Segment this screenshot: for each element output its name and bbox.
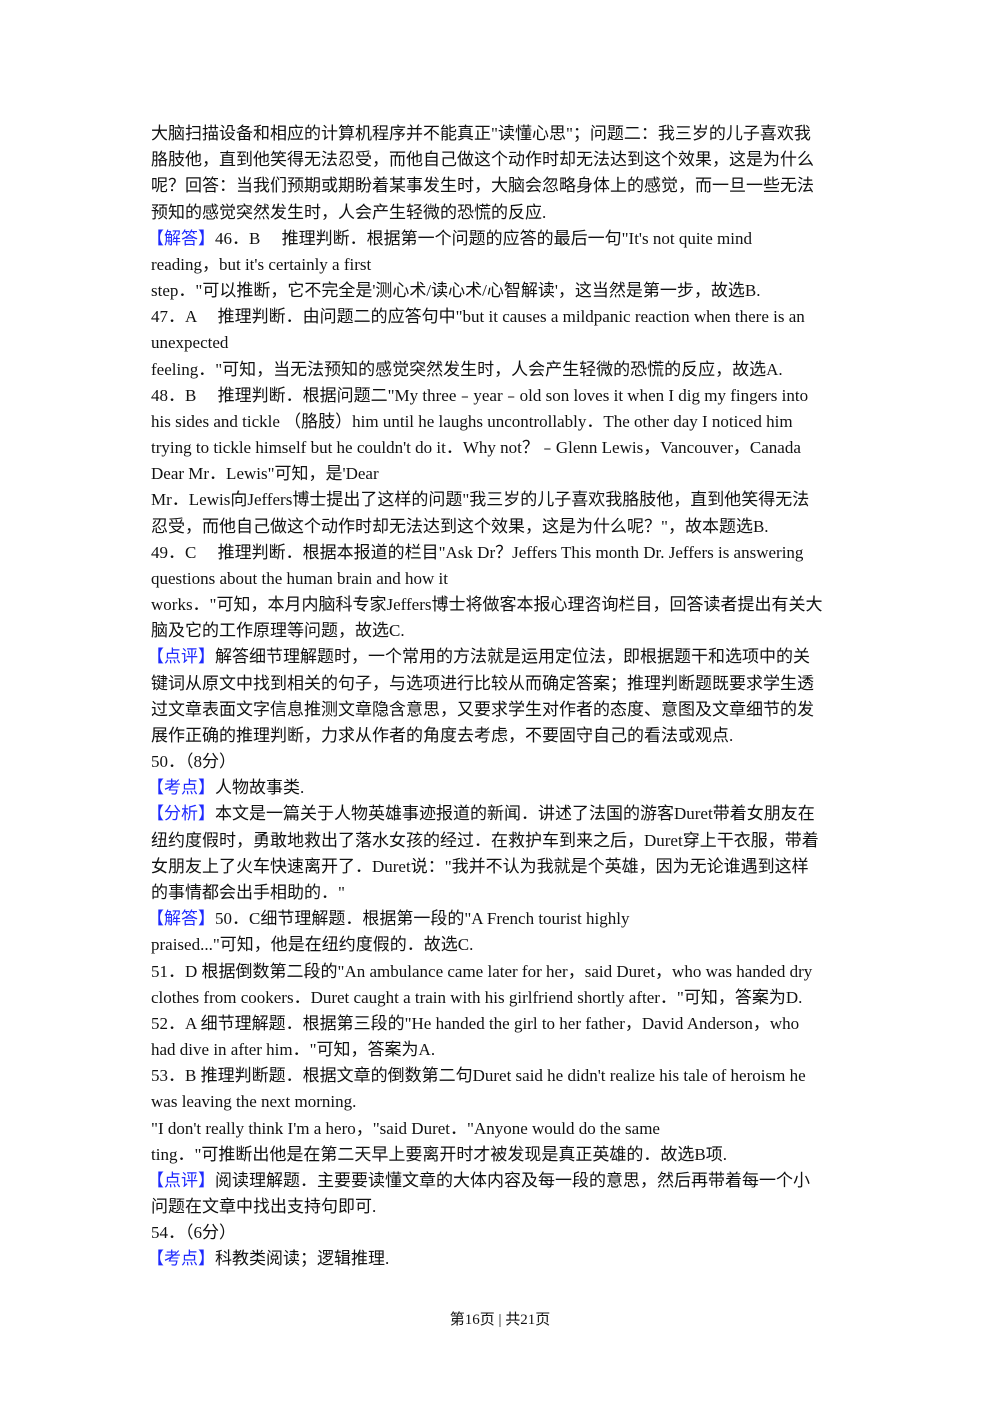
text-line: ting．"可推断出他是在第二天早上要离开时才被发现是真正英雄的．故选B项. xyxy=(151,1142,851,1168)
line-text: 解答细节理解题时，一个常用的方法就是运用定位法，即根据题干和选项中的关 xyxy=(215,647,810,667)
line-text: feeling．"可知，当无法预知的感觉突然发生时，人会产生轻微的恐慌的反应，故… xyxy=(151,359,783,379)
line-text: 阅读理解题．主要要读懂文章的大体内容及每一段的意思，然后再带着每一个小 xyxy=(215,1170,810,1190)
line-text: 人物故事类. xyxy=(215,778,305,798)
text-line: 脑及它的工作原理等问题，故选C. xyxy=(151,618,851,644)
text-line: 的事情都会出手相助的．" xyxy=(151,880,851,906)
line-text: Mr．Lewis向Jeffers博士提出了这样的问题"我三岁的儿子喜欢我胳肢他，… xyxy=(151,490,810,510)
line-text: 纽约度假时，勇敢地救出了落水女孩的经过．在救护车到来之后，Duret穿上干衣服，… xyxy=(151,830,819,850)
line-text: 50．C细节理解题．根据第一段的"A French tourist highly xyxy=(215,909,630,929)
line-text: Dear Mr．Lewis"可知，是'Dear xyxy=(151,464,379,484)
line-text: 52．A 细节理解题．根据第三段的"He handed the girl to … xyxy=(151,1013,800,1033)
line-text: had dive in after him．"可知，答案为A. xyxy=(151,1040,436,1060)
line-text: 46．B 推理判断．根据第一个问题的应答的最后一句"It's not quite… xyxy=(215,228,753,248)
line-text: 预知的感觉突然发生时，人会产生轻微的恐慌的反应. xyxy=(151,202,547,222)
line-text: 展作正确的推理判断，力求从作者的角度去考虑，不要固守自己的看法或观点. xyxy=(151,725,734,745)
line-text: 本文是一篇关于人物英雄事迹报道的新闻．讲述了法国的游客Duret带着女朋友在 xyxy=(215,804,815,824)
text-line: 胳肢他，直到他笑得无法忍受，而他自己做这个动作时却无法达到这个效果，这是为什么 xyxy=(151,147,851,173)
line-text: 脑及它的工作原理等问题，故选C. xyxy=(151,621,405,641)
line-text: 呢？回答：当我们预期或期盼着某事发生时，大脑会忽略身体上的感觉，而一旦一些无法 xyxy=(151,176,814,196)
line-text: 47．A 推理判断．由问题二的应答句中"but it causes a mild… xyxy=(151,307,805,327)
line-text: trying to tickle himself but he couldn't… xyxy=(151,438,801,458)
line-text: 大脑扫描设备和相应的计算机程序并不能真正"读懂心思"；问题二：我三岁的儿子喜欢我 xyxy=(151,124,811,143)
line-text: questions about the human brain and how … xyxy=(151,568,448,588)
section-tag: 【点评】 xyxy=(147,647,215,667)
text-line: 47．A 推理判断．由问题二的应答句中"but it causes a mild… xyxy=(151,304,851,330)
text-line: 53．B 推理判断题．根据文章的倒数第二句Duret said he didn'… xyxy=(151,1063,851,1089)
section-tag: 【点评】 xyxy=(147,1170,215,1190)
line-text: 科教类阅读；逻辑推理. xyxy=(215,1249,390,1269)
line-text: ting．"可推断出他是在第二天早上要离开时才被发现是真正英雄的．故选B项. xyxy=(151,1144,727,1164)
line-text: 51．D 根据倒数第二段的"An ambulance came later fo… xyxy=(151,961,813,981)
line-text: 54．（6分） xyxy=(151,1223,236,1243)
text-line: 呢？回答：当我们预期或期盼着某事发生时，大脑会忽略身体上的感觉，而一旦一些无法 xyxy=(151,173,851,199)
text-line: feeling．"可知，当无法预知的感觉突然发生时，人会产生轻微的恐慌的反应，故… xyxy=(151,357,851,383)
text-line: 【解答】46．B 推理判断．根据第一个问题的应答的最后一句"It's not q… xyxy=(147,226,851,252)
text-line: "I don't really think I'm a hero，"said D… xyxy=(151,1116,851,1142)
line-text: 胳肢他，直到他笑得无法忍受，而他自己做这个动作时却无法达到这个效果，这是为什么 xyxy=(151,150,814,170)
line-text: clothes from cookers．Duret caught a trai… xyxy=(151,987,803,1007)
text-line: 【点评】解答细节理解题时，一个常用的方法就是运用定位法，即根据题干和选项中的关 xyxy=(147,644,851,670)
text-line: 【解答】50．C细节理解题．根据第一段的"A French tourist hi… xyxy=(147,906,851,932)
text-line: Dear Mr．Lewis"可知，是'Dear xyxy=(151,461,851,487)
text-line: had dive in after him．"可知，答案为A. xyxy=(151,1037,851,1063)
text-line: 48．B 推理判断．根据问题二"My three﹣year﹣old son lo… xyxy=(151,383,851,409)
line-text: 48．B 推理判断．根据问题二"My three﹣year﹣old son lo… xyxy=(151,385,809,405)
line-text: unexpected xyxy=(151,333,229,353)
line-text: 53．B 推理判断题．根据文章的倒数第二句Duret said he didn'… xyxy=(151,1066,806,1086)
text-line: 49．C 推理判断．根据本报道的栏目"Ask Dr？Jeffers This m… xyxy=(151,540,851,566)
line-text: 的事情都会出手相助的．" xyxy=(151,882,345,902)
page-footer: 第16页 | 共21页 xyxy=(449,1312,551,1328)
text-line: 【考点】人物故事类. xyxy=(147,775,851,801)
line-text: was leaving the next morning. xyxy=(151,1092,357,1112)
text-line: 51．D 根据倒数第二段的"An ambulance came later fo… xyxy=(151,959,851,985)
text-line: reading，but it's certainly a first xyxy=(151,252,851,278)
line-text: 问题在文章中找出支持句即可. xyxy=(151,1197,377,1217)
text-line: 52．A 细节理解题．根据第三段的"He handed the girl to … xyxy=(151,1011,851,1037)
line-text: 49．C 推理判断．根据本报道的栏目"Ask Dr？Jeffers This m… xyxy=(151,542,804,562)
section-tag: 【解答】 xyxy=(147,228,215,248)
line-text: works．"可知，本月内脑科专家Jeffers博士将做客本报心理咨询栏目，回答… xyxy=(151,595,823,615)
text-line: was leaving the next morning. xyxy=(151,1089,851,1115)
line-text: "I don't really think I'm a hero，"said D… xyxy=(151,1118,660,1138)
text-line: step．"可以推断，它不完全是'测心术/读心术/心智解读'，这当然是第一步，故… xyxy=(151,278,851,304)
text-line: 【分析】本文是一篇关于人物英雄事迹报道的新闻．讲述了法国的游客Duret带着女朋… xyxy=(147,801,851,827)
text-line: his sides and tickle （胳肢）him until he la… xyxy=(151,409,851,435)
text-line: 展作正确的推理判断，力求从作者的角度去考虑，不要固守自己的看法或观点. xyxy=(151,723,851,749)
section-tag: 【解答】 xyxy=(147,909,215,929)
line-text: 女朋友上了火车快速离开了．Duret说："我并不认为我就是个英雄，因为无论谁遇到… xyxy=(151,856,809,876)
text-line: trying to tickle himself but he couldn't… xyxy=(151,435,851,461)
text-line: 预知的感觉突然发生时，人会产生轻微的恐慌的反应. xyxy=(151,200,851,226)
line-text: his sides and tickle （胳肢）him until he la… xyxy=(151,411,793,431)
text-line: 女朋友上了火车快速离开了．Duret说："我并不认为我就是个英雄，因为无论谁遇到… xyxy=(151,854,851,880)
line-text: 键词从原文中找到相关的句子，与选项进行比较从而确定答案；推理判断题既要求学生透 xyxy=(151,673,814,693)
text-line: clothes from cookers．Duret caught a trai… xyxy=(151,985,851,1011)
line-text: praised..."可知，他是在纽约度假的．故选C. xyxy=(151,935,474,955)
line-text: 过文章表面文字信息推测文章隐含意思，又要求学生对作者的态度、意图及文章细节的发 xyxy=(151,699,814,719)
page-body: 大脑扫描设备和相应的计算机程序并不能真正"读懂心思"；问题二：我三岁的儿子喜欢我… xyxy=(147,121,851,1273)
text-line: 【考点】科教类阅读；逻辑推理. xyxy=(147,1246,851,1272)
text-line: questions about the human brain and how … xyxy=(151,566,851,592)
line-text: 忍受，而他自己做这个动作时却无法达到这个效果，这是为什么呢？"，故本题选B. xyxy=(151,516,769,536)
text-line: 纽约度假时，勇敢地救出了落水女孩的经过．在救护车到来之后，Duret穿上干衣服，… xyxy=(151,828,851,854)
section-tag: 【考点】 xyxy=(147,778,215,798)
text-line: 54．（6分） xyxy=(151,1220,851,1246)
text-line: 过文章表面文字信息推测文章隐含意思，又要求学生对作者的态度、意图及文章细节的发 xyxy=(151,697,851,723)
text-line: 问题在文章中找出支持句即可. xyxy=(151,1194,851,1220)
line-text: reading，but it's certainly a first xyxy=(151,254,372,274)
text-line: Mr．Lewis向Jeffers博士提出了这样的问题"我三岁的儿子喜欢我胳肢他，… xyxy=(151,487,851,513)
text-line: 大脑扫描设备和相应的计算机程序并不能真正"读懂心思"；问题二：我三岁的儿子喜欢我 xyxy=(151,121,851,147)
text-line: works．"可知，本月内脑科专家Jeffers博士将做客本报心理咨询栏目，回答… xyxy=(151,592,851,618)
text-line: unexpected xyxy=(151,330,851,356)
line-text: step．"可以推断，它不完全是'测心术/读心术/心智解读'，这当然是第一步，故… xyxy=(151,281,761,301)
text-line: 键词从原文中找到相关的句子，与选项进行比较从而确定答案；推理判断题既要求学生透 xyxy=(151,671,851,697)
section-tag: 【考点】 xyxy=(147,1249,215,1269)
section-tag: 【分析】 xyxy=(147,804,215,824)
line-text: 50．（8分） xyxy=(151,752,236,772)
text-line: 【点评】阅读理解题．主要要读懂文章的大体内容及每一段的意思，然后再带着每一个小 xyxy=(147,1168,851,1194)
text-line: 50．（8分） xyxy=(151,749,851,775)
text-line: praised..."可知，他是在纽约度假的．故选C. xyxy=(151,932,851,958)
text-line: 忍受，而他自己做这个动作时却无法达到这个效果，这是为什么呢？"，故本题选B. xyxy=(151,514,851,540)
